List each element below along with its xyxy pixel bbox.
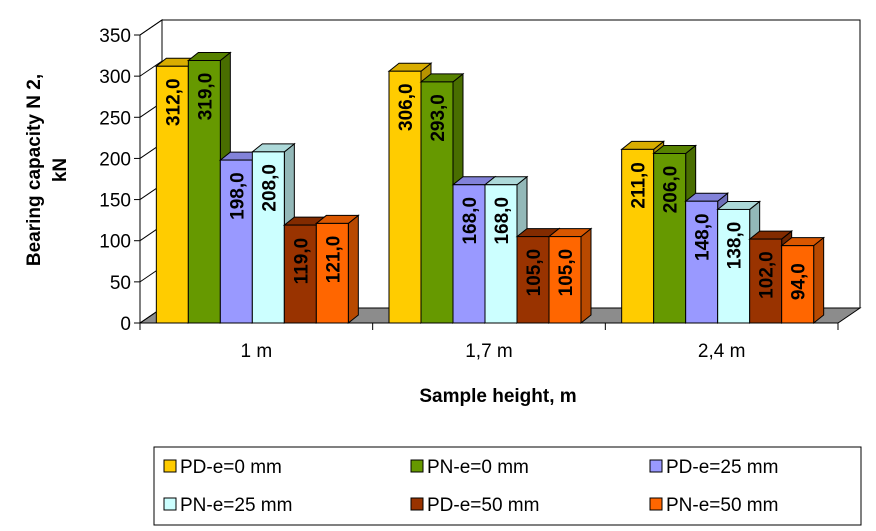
bar-value-label: 168,0	[492, 197, 513, 245]
bar-value-label: 168,0	[460, 197, 481, 245]
legend-swatch	[410, 459, 424, 473]
bar-side	[347, 214, 359, 325]
bar	[717, 208, 751, 324]
bar	[484, 184, 518, 324]
legend-item: PD-e=0 mm	[163, 457, 282, 478]
legend-swatch	[649, 459, 663, 473]
bar-value-label: 105,0	[556, 249, 577, 297]
legend-item: PN-e=0 mm	[410, 457, 529, 478]
legend-label: PD-e=0 mm	[180, 457, 282, 478]
legend-label: PN-e=0 mm	[427, 457, 529, 478]
bar	[420, 81, 454, 324]
bar-value-label: 206,0	[661, 166, 682, 214]
legend-swatch	[163, 497, 177, 511]
y-tick-label: 100	[99, 232, 131, 253]
axis-titles: Sample height, m Bearing capacity N 2, k…	[24, 74, 577, 407]
legend-swatch	[163, 459, 177, 473]
y-axis-title-line1: Bearing capacity N 2,	[24, 74, 45, 266]
x-tick-label: 1,7 m	[465, 341, 513, 362]
bars: 312,0 319,0 198,0 208,0 119,0 121,0 306,0 293,0…	[154, 51, 826, 325]
legend-swatch	[410, 497, 424, 511]
y-tick-label: 350	[99, 26, 131, 47]
bar-value-label: 211,0	[629, 162, 650, 209]
bar	[219, 159, 253, 324]
x-axis-title: Sample height, m	[419, 386, 576, 407]
legend-label: PD-e=25 mm	[666, 457, 778, 478]
y-tick-label: 300	[99, 67, 131, 88]
bar-value-label: 208,0	[259, 164, 280, 212]
legend-swatch	[649, 497, 663, 511]
bar-value-label: 121,0	[323, 236, 344, 284]
legend-label: PD-e=50 mm	[427, 495, 539, 516]
bar-group: 121,0	[314, 214, 360, 325]
bar-value-label: 94,0	[789, 263, 810, 300]
bar-value-label: 293,0	[428, 94, 449, 142]
bar-value-label: 102,0	[757, 251, 778, 299]
y-tick-label: 250	[99, 108, 131, 129]
y-tick-depth	[139, 60, 163, 77]
legend-item: PN-e=50 mm	[649, 495, 778, 516]
bar-value-label: 319,0	[195, 73, 216, 121]
bar-value-label: 105,0	[524, 249, 545, 297]
bar	[251, 151, 285, 324]
bar	[749, 238, 783, 324]
y-axis-title-line2: kN	[50, 158, 71, 182]
bar-value-label: 148,0	[693, 213, 714, 261]
bar-value-label: 312,0	[163, 78, 184, 126]
bar-value-label: 138,0	[725, 222, 746, 270]
y-tick-depth	[139, 19, 163, 36]
bar	[315, 222, 349, 324]
bar	[187, 60, 221, 324]
bar	[548, 236, 582, 324]
legend-label: PN-e=50 mm	[666, 495, 778, 516]
bar	[155, 65, 189, 324]
y-tick-label: 50	[110, 273, 131, 294]
bar-group: 94,0	[780, 236, 826, 325]
bar	[653, 152, 687, 324]
bar-value-label: 198,0	[227, 172, 248, 220]
x-tick-label: 2,4 m	[698, 341, 746, 362]
legend-item: PD-e=25 mm	[649, 457, 778, 478]
y-tick-label: 0	[120, 314, 131, 335]
y-tick-label: 150	[99, 191, 131, 212]
bar-side	[580, 227, 592, 325]
bar-side	[813, 236, 825, 325]
legend-label: PN-e=25 mm	[180, 495, 292, 516]
bar-group: 105,0	[547, 227, 593, 325]
legend-box	[153, 446, 862, 526]
bar-value-label: 306,0	[396, 83, 417, 131]
bar-value-label: 119,0	[291, 238, 312, 285]
bar	[781, 245, 815, 324]
x-axis: 1 m 1,7 m 2,4 m	[139, 323, 839, 362]
legend: PD-e=0 mm PN-e=0 mm PD-e=25 mm PN-e=25 mm PD…	[153, 446, 862, 526]
legend-item: PD-e=50 mm	[410, 495, 539, 516]
bar	[685, 200, 719, 324]
x-tick-label: 1 m	[240, 341, 272, 362]
bar	[283, 224, 317, 324]
legend-item: PN-e=25 mm	[163, 495, 292, 516]
bar	[516, 236, 550, 324]
y-tick-label: 200	[99, 149, 131, 170]
